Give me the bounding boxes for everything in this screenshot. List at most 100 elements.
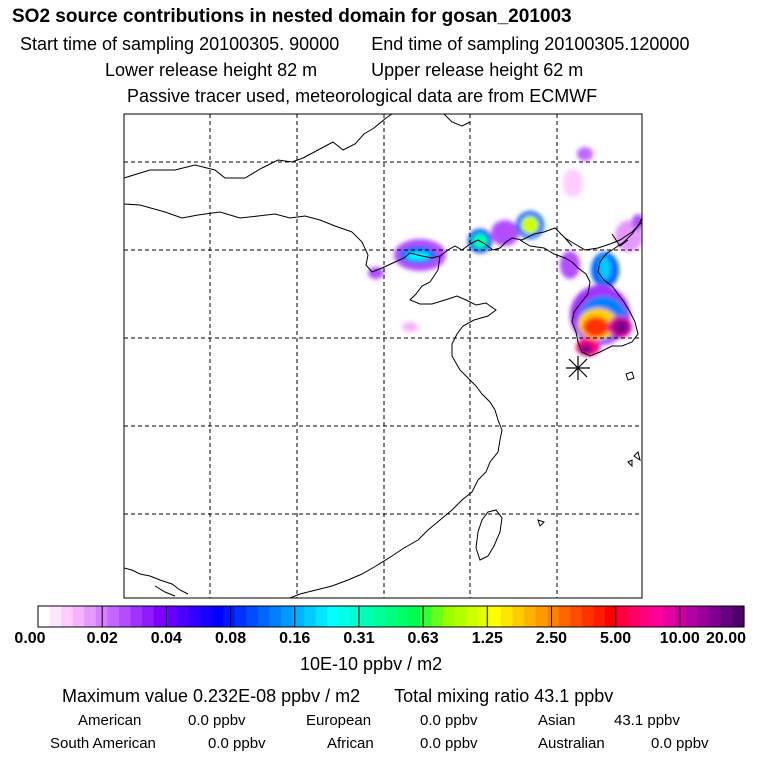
- colorbar-cell: [419, 606, 433, 627]
- taiwan-outline: [475, 509, 503, 561]
- colorbar-cell: [234, 606, 247, 627]
- colorbar-tick-label: 0.08: [214, 630, 247, 647]
- lower-height-text: Lower release height 82 m: [105, 60, 318, 80]
- colorbar-cell: [257, 606, 271, 627]
- region-label: Australian: [538, 735, 605, 752]
- colorbar-cell: [396, 606, 409, 627]
- colorbar-unit: 10E-10 ppbv / m2: [300, 654, 443, 674]
- map-frame: [123, 113, 643, 599]
- island-c: [627, 459, 633, 468]
- upper-height-text: Upper release height 62 m: [371, 60, 584, 80]
- plume-shandong-faint: [402, 322, 418, 332]
- map-content: [124, 114, 642, 598]
- sampling-times: Start time of sampling 20100305. 90000 En…: [20, 34, 689, 55]
- plume-korea-south-core: [580, 344, 592, 354]
- bohai-coastline: [351, 227, 573, 273]
- release-heights: Lower release height 82 m Upper release h…: [105, 60, 583, 81]
- region-label: Asian: [538, 712, 576, 729]
- korea-coastline: [519, 217, 642, 357]
- colorbar-cell: [292, 606, 305, 627]
- colorbar-cell: [535, 606, 548, 627]
- colorbar-cell: [223, 606, 236, 627]
- china-east-coastline: [289, 255, 503, 598]
- colorbar-cell: [362, 606, 375, 627]
- colorbar-cell: [84, 606, 97, 627]
- region-value: 0.0 ppbv: [420, 735, 478, 752]
- colorbar-cell: [119, 606, 132, 627]
- colorbar-cell: [477, 606, 490, 627]
- colorbar-cell: [570, 606, 583, 627]
- colorbar-cell: [304, 606, 317, 627]
- colorbar-tick-label: 5.00: [600, 630, 632, 647]
- colorbar-cell: [211, 606, 224, 627]
- plume-korea-north-core: [599, 256, 611, 280]
- colorbar-cell: [639, 606, 653, 627]
- plume-northeast-edge: [632, 214, 642, 230]
- inner-border-line: [124, 203, 353, 233]
- colorbar-cell: [466, 606, 479, 627]
- colorbar-cell: [315, 606, 328, 627]
- northeast-border-line: [443, 114, 471, 127]
- colorbar-cell: [720, 606, 734, 627]
- colorbar-tick-label: 0.31: [343, 630, 375, 647]
- colorbar-cell: [581, 606, 595, 627]
- plume-north-faint: [563, 169, 583, 197]
- colorbar-cell: [408, 606, 421, 627]
- colorbar-cell: [732, 606, 745, 627]
- region-label: South American: [50, 735, 156, 752]
- colorbar-cell: [662, 606, 676, 627]
- colorbar-cell: [200, 606, 213, 627]
- colorbar-tick-label: 0.04: [150, 630, 182, 647]
- region-label: European: [306, 712, 372, 729]
- region-value: 0.0 ppbv: [651, 735, 709, 752]
- region-label: African: [327, 735, 374, 752]
- colorbar-cell: [142, 606, 155, 627]
- region-value: 0.0 ppbv: [188, 712, 246, 729]
- colorbar-cell: [489, 606, 502, 627]
- colorbar-cell: [628, 606, 641, 627]
- colorbar-cell: [651, 606, 664, 627]
- colorbar-outline: [37, 605, 745, 628]
- map-title: SO2 source contributions in nested domai…: [12, 6, 572, 27]
- colorbar-cell: [709, 606, 722, 627]
- colorbar-tick-label: 20.00: [705, 630, 747, 647]
- colorbar-tick-label: 10.00: [659, 630, 700, 647]
- end-time-text: End time of sampling 20100305.120000: [371, 34, 690, 54]
- island-d: [537, 519, 545, 527]
- colorbar-cell: [327, 606, 340, 627]
- total-mixing-ratio-text: Total mixing ratio 43.1 ppbv: [394, 686, 614, 706]
- colorbar-cell: [165, 606, 178, 627]
- colorbar-cell: [246, 606, 259, 627]
- colorbar-cell: [674, 606, 687, 627]
- colorbar-cell: [61, 606, 74, 627]
- plume-west-small: [368, 267, 384, 279]
- colorbar-cell: [500, 606, 514, 627]
- colorbar-cell: [338, 606, 352, 627]
- region-value: 43.1 ppbv: [614, 712, 680, 729]
- start-time-text: Start time of sampling 20100305. 90000: [20, 34, 340, 54]
- island-a: [625, 371, 635, 381]
- region-value: 0.0 ppbv: [208, 735, 266, 752]
- colorbar-cell: [49, 606, 62, 627]
- plume-korea-east-max: [615, 321, 627, 333]
- colorbar-cell: [373, 606, 386, 627]
- colorbar-cell: [269, 606, 282, 627]
- island-b: [633, 451, 641, 462]
- southwest-border-line: [124, 567, 189, 595]
- colorbar-tick-label: 1.25: [471, 630, 503, 647]
- colorbar-tick-label: 0.02: [86, 630, 118, 647]
- colorbar-cell: [686, 606, 699, 627]
- colorbar-tick-label: 0.16: [279, 630, 311, 647]
- colorbar-cell: [350, 606, 363, 627]
- colorbar-cell: [512, 606, 525, 627]
- colorbar-tick-label: 2.50: [535, 630, 568, 647]
- colorbar-cell: [72, 606, 85, 627]
- colorbar-cell: [605, 606, 618, 627]
- colorbar-cell: [593, 606, 606, 627]
- colorbar-cell: [443, 606, 456, 627]
- receptor-star-marker: [566, 356, 590, 380]
- colorbar-cell: [153, 606, 166, 627]
- colorbar-cell: [107, 606, 120, 627]
